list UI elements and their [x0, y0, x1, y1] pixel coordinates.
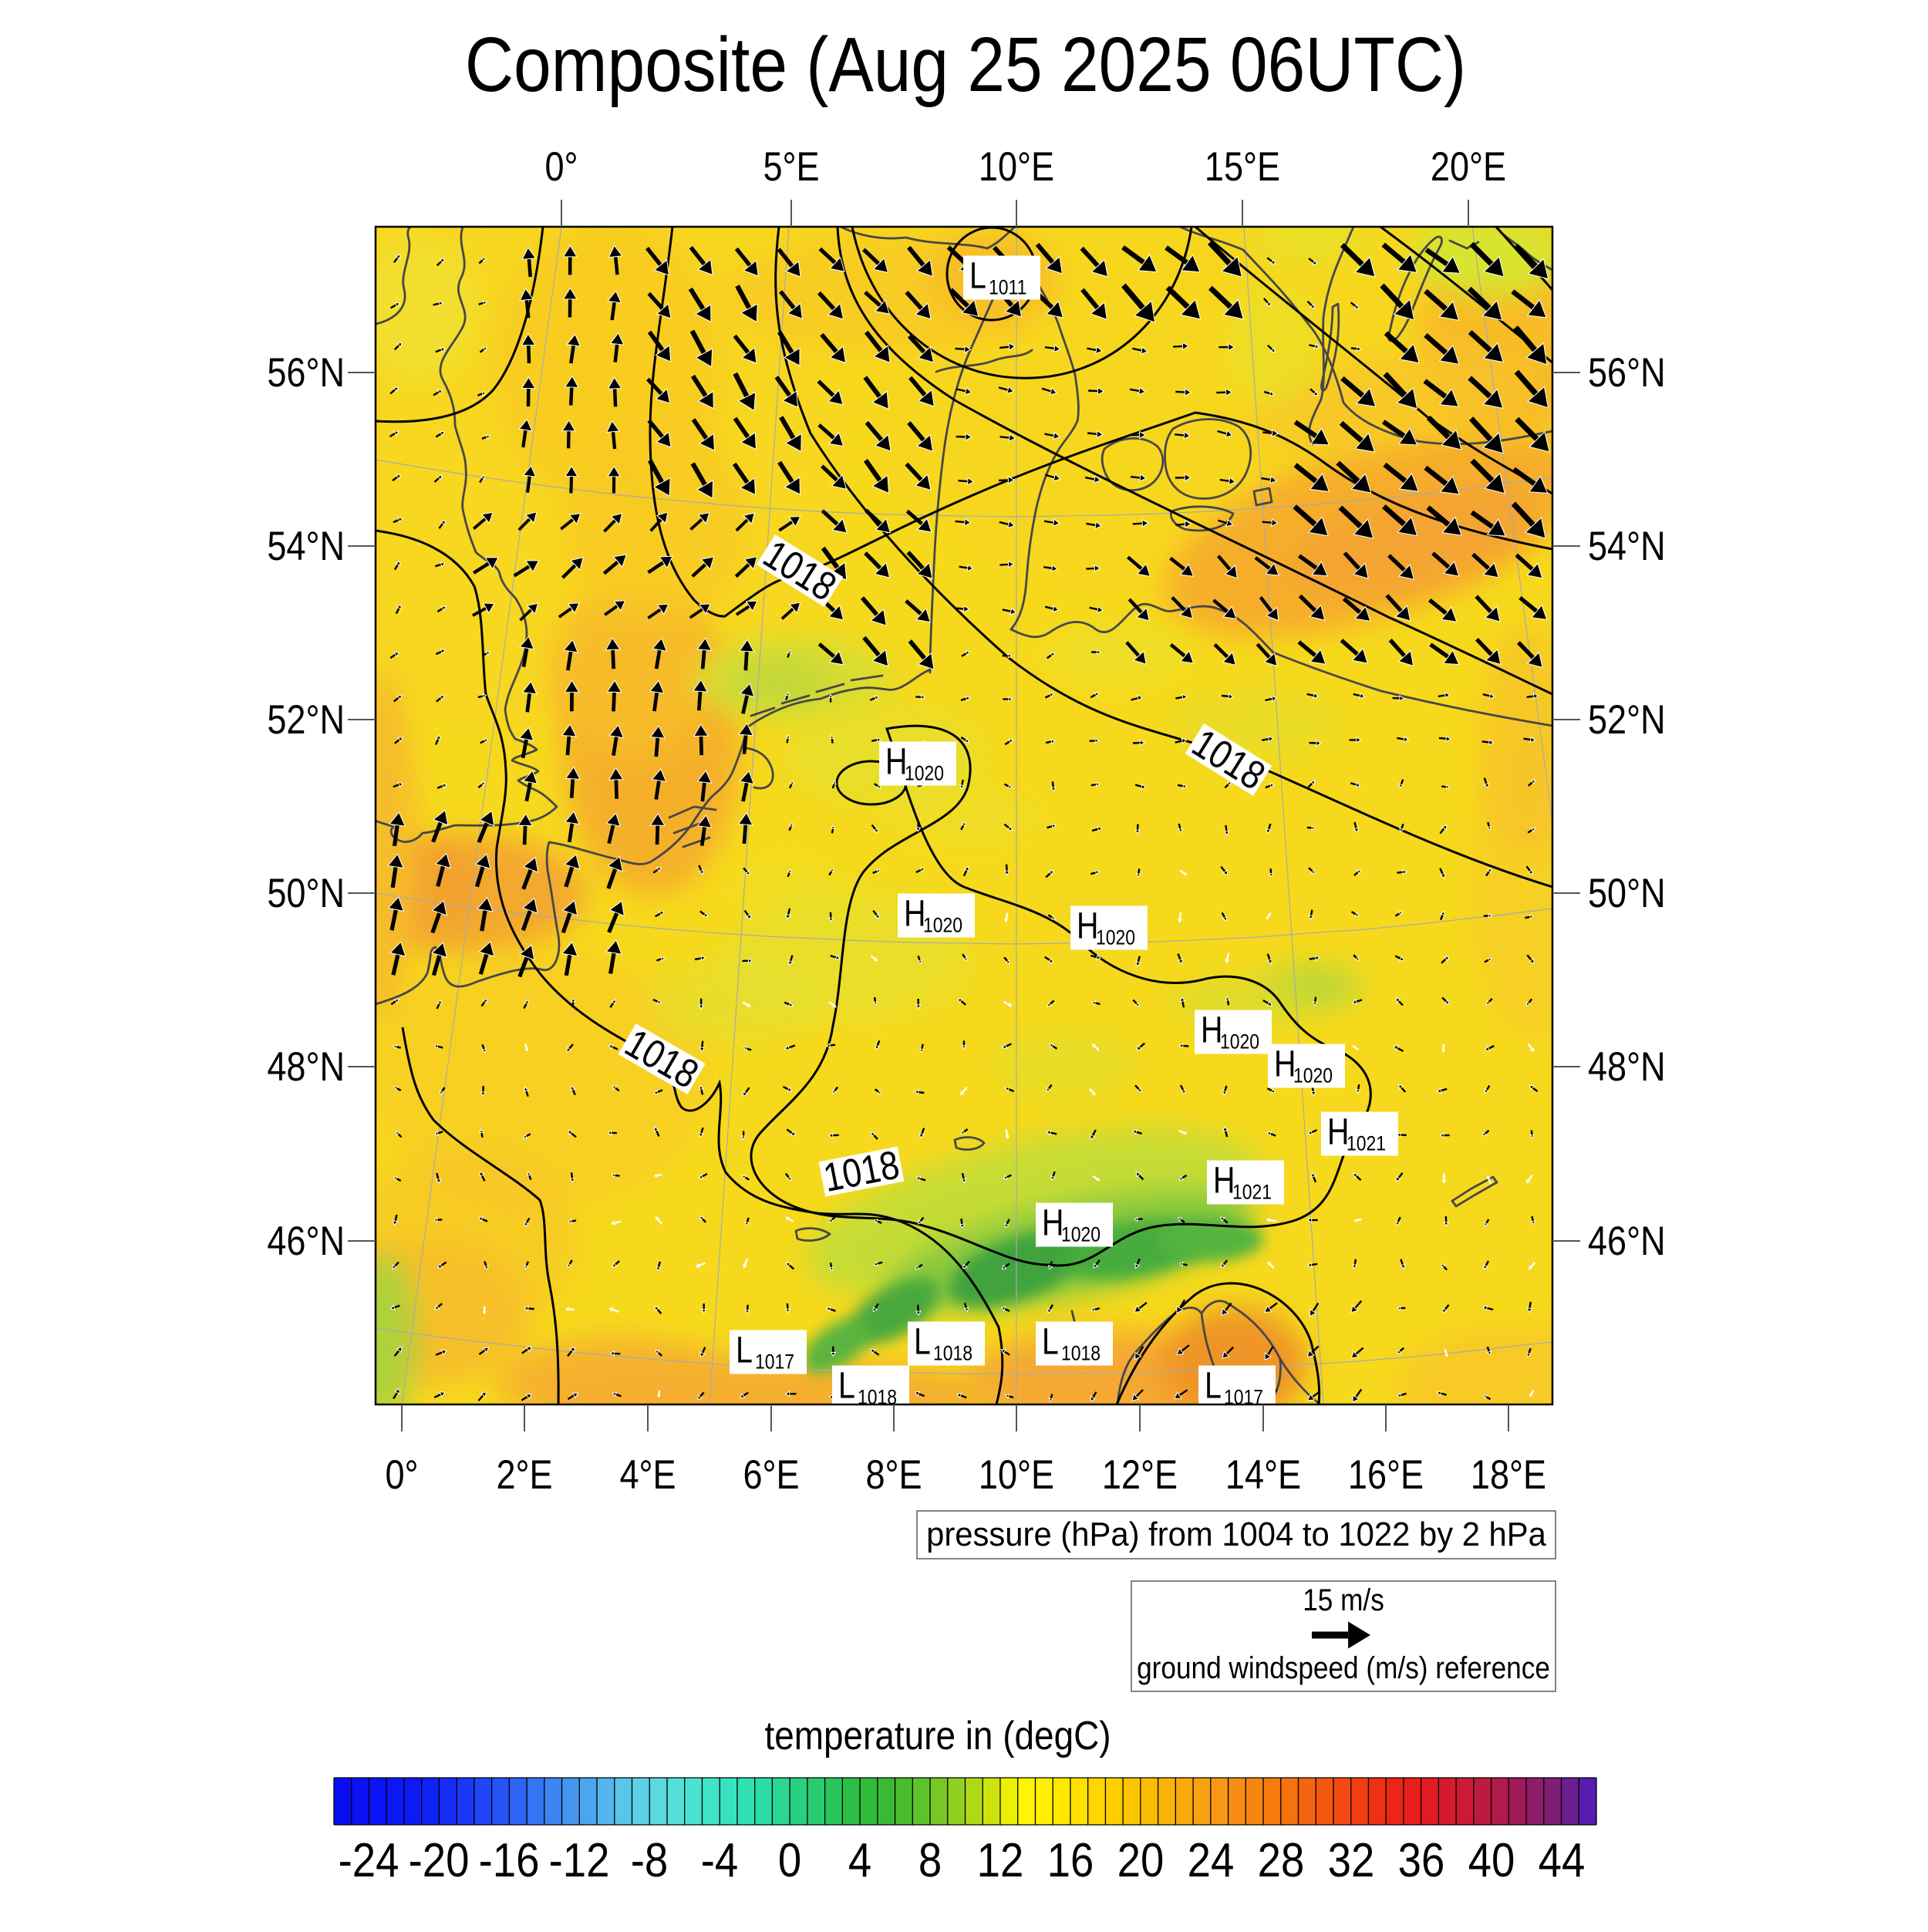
svg-text:H: H	[1201, 1010, 1222, 1051]
svg-text:16: 16	[1047, 1834, 1094, 1887]
svg-text:0: 0	[778, 1834, 801, 1887]
svg-text:L: L	[1042, 1321, 1059, 1363]
svg-text:14°E: 14°E	[1225, 1452, 1301, 1498]
svg-text:ground windspeed (m/s) referen: ground windspeed (m/s) reference	[1137, 1650, 1550, 1685]
svg-text:50°N: 50°N	[267, 871, 345, 916]
svg-text:6°E: 6°E	[743, 1452, 799, 1498]
svg-text:1020: 1020	[905, 762, 944, 785]
svg-text:8°E: 8°E	[865, 1452, 922, 1498]
svg-text:50°N: 50°N	[1588, 871, 1666, 916]
svg-text:temperature in (degC): temperature in (degC)	[764, 1714, 1111, 1758]
svg-text:1020: 1020	[1061, 1223, 1101, 1246]
svg-text:48°N: 48°N	[1588, 1044, 1666, 1090]
svg-text:-20: -20	[409, 1834, 470, 1887]
svg-text:-24: -24	[339, 1834, 399, 1887]
svg-text:1020: 1020	[1293, 1064, 1333, 1087]
svg-text:H: H	[1213, 1160, 1235, 1202]
svg-text:20: 20	[1117, 1834, 1165, 1887]
svg-text:56°N: 56°N	[1588, 350, 1666, 396]
svg-text:46°N: 46°N	[1588, 1219, 1666, 1264]
svg-text:1011: 1011	[989, 276, 1026, 299]
svg-text:1020: 1020	[1096, 926, 1135, 949]
svg-text:52°N: 52°N	[1588, 697, 1666, 743]
svg-text:1020: 1020	[1220, 1030, 1259, 1054]
svg-text:12: 12	[977, 1834, 1024, 1887]
svg-text:54°N: 54°N	[1588, 524, 1666, 569]
svg-text:8: 8	[918, 1834, 942, 1887]
svg-text:1021: 1021	[1232, 1181, 1272, 1204]
svg-text:52°N: 52°N	[267, 697, 345, 743]
svg-text:4: 4	[848, 1834, 871, 1887]
svg-text:Composite (Aug 25 2025 06UTC): Composite (Aug 25 2025 06UTC)	[465, 22, 1466, 108]
svg-text:36: 36	[1398, 1834, 1445, 1887]
svg-text:48°N: 48°N	[267, 1044, 345, 1090]
svg-text:1018: 1018	[933, 1342, 972, 1365]
svg-text:H: H	[1327, 1111, 1349, 1153]
svg-text:1020: 1020	[923, 914, 962, 937]
svg-text:-4: -4	[701, 1834, 738, 1887]
svg-text:-8: -8	[631, 1834, 668, 1887]
svg-text:32: 32	[1328, 1834, 1375, 1887]
svg-text:46°N: 46°N	[267, 1219, 345, 1264]
svg-text:24: 24	[1188, 1834, 1235, 1887]
svg-text:44: 44	[1539, 1834, 1586, 1887]
svg-text:0°: 0°	[385, 1452, 418, 1498]
svg-text:5°E: 5°E	[763, 144, 819, 190]
svg-text:H: H	[1274, 1044, 1296, 1085]
svg-text:18°E: 18°E	[1471, 1452, 1546, 1498]
svg-text:16°E: 16°E	[1348, 1452, 1424, 1498]
svg-text:pressure (hPa) from 1004 to 10: pressure (hPa) from 1004 to 1022 by 2 hP…	[926, 1516, 1546, 1553]
svg-text:28: 28	[1258, 1834, 1305, 1887]
svg-text:H: H	[885, 741, 907, 783]
svg-text:L: L	[736, 1330, 753, 1371]
svg-text:L: L	[969, 255, 986, 297]
svg-text:10°E: 10°E	[979, 1452, 1054, 1498]
svg-text:4°E: 4°E	[619, 1452, 676, 1498]
svg-text:1017: 1017	[755, 1350, 794, 1374]
svg-text:1021: 1021	[1347, 1132, 1386, 1155]
svg-text:L: L	[914, 1321, 931, 1363]
svg-text:12°E: 12°E	[1102, 1452, 1178, 1498]
svg-text:L: L	[838, 1365, 855, 1407]
svg-text:40: 40	[1468, 1834, 1515, 1887]
svg-text:L: L	[1205, 1365, 1222, 1407]
svg-text:15°E: 15°E	[1205, 144, 1280, 190]
svg-text:2°E: 2°E	[496, 1452, 552, 1498]
svg-text:H: H	[904, 893, 925, 935]
svg-text:H: H	[1042, 1202, 1063, 1244]
svg-text:15 m/s: 15 m/s	[1303, 1583, 1384, 1617]
svg-text:56°N: 56°N	[267, 350, 345, 396]
svg-text:10°E: 10°E	[979, 144, 1054, 190]
svg-text:-12: -12	[549, 1834, 610, 1887]
svg-text:1018: 1018	[1061, 1342, 1101, 1365]
svg-text:20°E: 20°E	[1431, 144, 1506, 190]
svg-text:-16: -16	[479, 1834, 540, 1887]
svg-text:H: H	[1077, 905, 1098, 947]
svg-text:54°N: 54°N	[267, 524, 345, 569]
svg-text:0°: 0°	[544, 144, 578, 190]
